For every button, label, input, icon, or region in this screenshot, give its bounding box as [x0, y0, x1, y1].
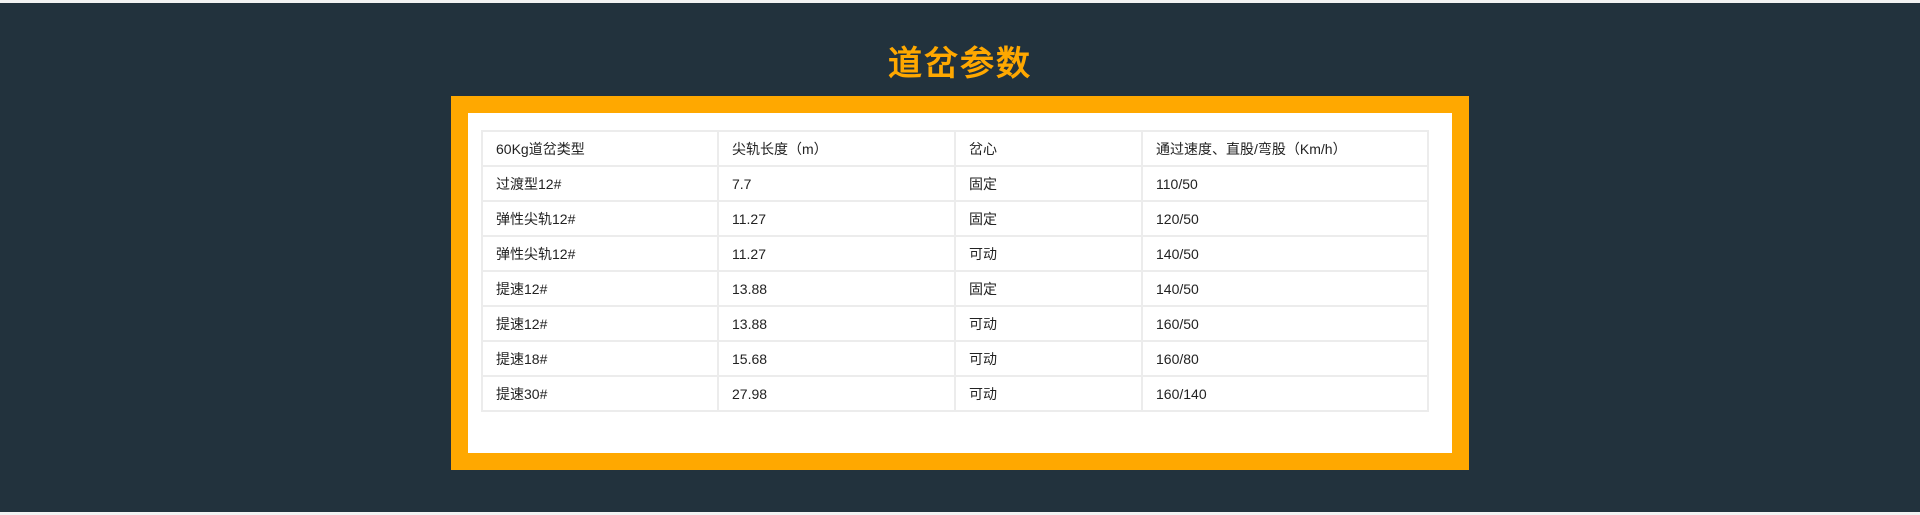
table-frame: 60Kg道岔类型 尖轨长度（m） 岔心 通过速度、直股/弯股（Km/h） 过渡型… [451, 96, 1469, 470]
table-cell: 11.27 [717, 235, 956, 272]
table-cell: 140/50 [1141, 270, 1429, 307]
table-cell: 7.7 [717, 165, 956, 202]
table-cell: 提速30# [481, 375, 719, 412]
table-cell: 提速12# [481, 305, 719, 342]
table-cell: 13.88 [717, 270, 956, 307]
table-cell: 可动 [954, 340, 1143, 377]
turnout-parameters-table: 60Kg道岔类型 尖轨长度（m） 岔心 通过速度、直股/弯股（Km/h） 过渡型… [481, 130, 1429, 412]
table-row: 提速18# 15.68 可动 160/80 [481, 340, 1429, 377]
table-cell: 固定 [954, 200, 1143, 237]
table-row: 弹性尖轨12# 11.27 可动 140/50 [481, 235, 1429, 272]
table-cell: 固定 [954, 165, 1143, 202]
table-header-row: 60Kg道岔类型 尖轨长度（m） 岔心 通过速度、直股/弯股（Km/h） [481, 130, 1429, 167]
table-row: 提速12# 13.88 可动 160/50 [481, 305, 1429, 342]
table-cell: 可动 [954, 235, 1143, 272]
table-cell: 27.98 [717, 375, 956, 412]
table-cell: 120/50 [1141, 200, 1429, 237]
section-title: 道岔参数 [888, 44, 1032, 84]
table-cell: 提速12# [481, 270, 719, 307]
table-cell: 固定 [954, 270, 1143, 307]
table-row: 过渡型12# 7.7 固定 110/50 [481, 165, 1429, 202]
table-cell: 160/80 [1141, 340, 1429, 377]
header-cell: 通过速度、直股/弯股（Km/h） [1141, 130, 1429, 167]
table-cell: 弹性尖轨12# [481, 200, 719, 237]
table-row: 提速30# 27.98 可动 160/140 [481, 375, 1429, 412]
table-cell: 弹性尖轨12# [481, 235, 719, 272]
table-cell: 160/50 [1141, 305, 1429, 342]
header-cell: 尖轨长度（m） [717, 130, 956, 167]
header-cell: 岔心 [954, 130, 1143, 167]
table-cell: 110/50 [1141, 165, 1429, 202]
table-cell: 过渡型12# [481, 165, 719, 202]
table-panel: 60Kg道岔类型 尖轨长度（m） 岔心 通过速度、直股/弯股（Km/h） 过渡型… [468, 113, 1452, 453]
table-row: 提速12# 13.88 固定 140/50 [481, 270, 1429, 307]
table-cell: 13.88 [717, 305, 956, 342]
table-cell: 可动 [954, 305, 1143, 342]
table-cell: 可动 [954, 375, 1143, 412]
table-cell: 15.68 [717, 340, 956, 377]
table-row: 弹性尖轨12# 11.27 固定 120/50 [481, 200, 1429, 237]
table-cell: 140/50 [1141, 235, 1429, 272]
table-cell: 160/140 [1141, 375, 1429, 412]
table-cell: 11.27 [717, 200, 956, 237]
header-cell: 60Kg道岔类型 [481, 130, 719, 167]
table-cell: 提速18# [481, 340, 719, 377]
